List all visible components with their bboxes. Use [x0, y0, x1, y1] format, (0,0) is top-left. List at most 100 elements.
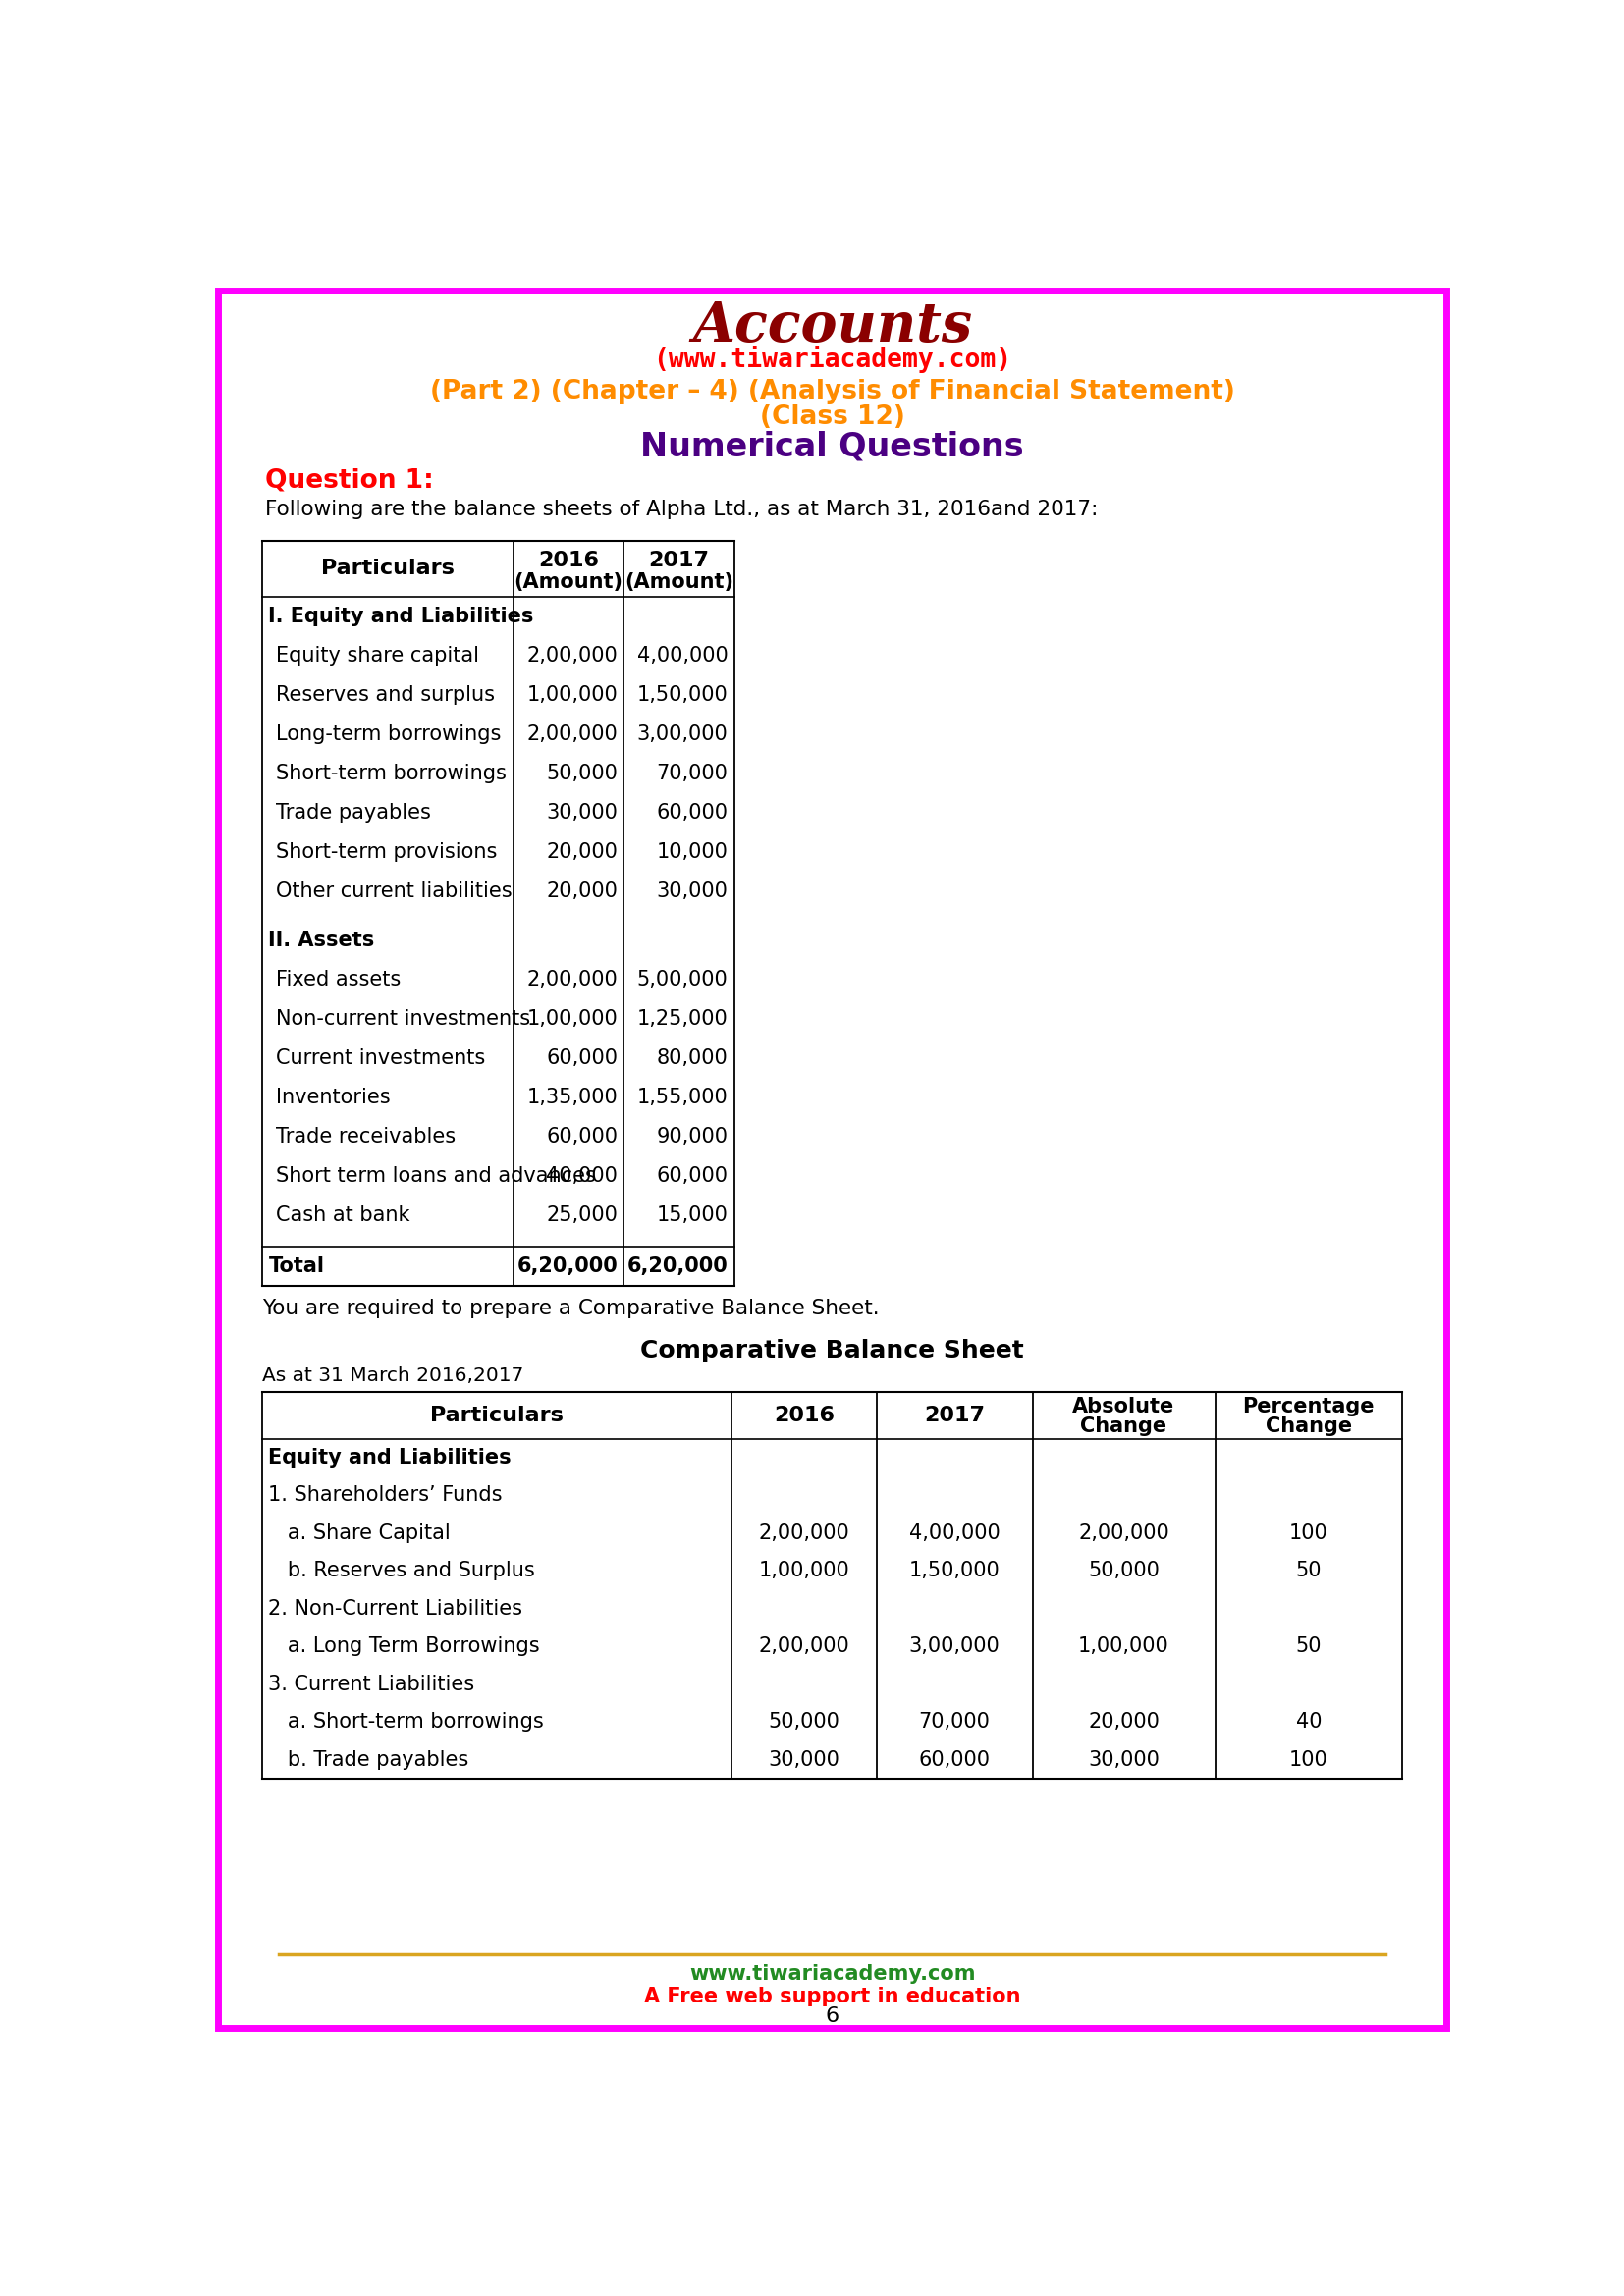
Text: 15,000: 15,000 [656, 1205, 728, 1224]
Text: Particulars: Particulars [430, 1405, 564, 1426]
Text: 2,00,000: 2,00,000 [1078, 1525, 1169, 1543]
Text: 2017: 2017 [648, 551, 710, 569]
Text: 100: 100 [1289, 1525, 1328, 1543]
Text: 60,000: 60,000 [656, 804, 728, 822]
Text: a. Share Capital: a. Share Capital [268, 1525, 451, 1543]
Text: Accounts: Accounts [692, 298, 973, 354]
Text: 60,000: 60,000 [546, 1127, 617, 1146]
Text: a. Short-term borrowings: a. Short-term borrowings [268, 1713, 544, 1731]
Text: Inventories: Inventories [276, 1088, 390, 1107]
Text: 1,50,000: 1,50,000 [909, 1561, 1000, 1582]
Text: Equity and Liabilities: Equity and Liabilities [268, 1449, 512, 1467]
Text: 20,000: 20,000 [1088, 1713, 1160, 1731]
Text: Short-term provisions: Short-term provisions [276, 843, 497, 861]
Text: 2,00,000: 2,00,000 [758, 1525, 849, 1543]
Text: Change: Change [1265, 1417, 1351, 1435]
Text: 90,000: 90,000 [656, 1127, 728, 1146]
Text: Trade receivables: Trade receivables [276, 1127, 456, 1146]
Text: 1,25,000: 1,25,000 [637, 1008, 728, 1029]
Text: 6: 6 [825, 2007, 840, 2025]
Text: 25,000: 25,000 [546, 1205, 617, 1224]
Text: Reserves and surplus: Reserves and surplus [276, 684, 495, 705]
Text: 2,00,000: 2,00,000 [526, 726, 617, 744]
Text: 1,35,000: 1,35,000 [526, 1088, 617, 1107]
Text: 4,00,000: 4,00,000 [637, 645, 728, 666]
Text: 1. Shareholders’ Funds: 1. Shareholders’ Funds [268, 1486, 502, 1506]
Text: Short-term borrowings: Short-term borrowings [276, 765, 507, 783]
Text: 50: 50 [1296, 1561, 1322, 1582]
Text: 60,000: 60,000 [656, 1166, 728, 1185]
Text: 30,000: 30,000 [1088, 1750, 1160, 1770]
Text: Current investments: Current investments [276, 1047, 486, 1068]
Text: www.tiwariacademy.com: www.tiwariacademy.com [689, 1963, 976, 1984]
Text: 1,55,000: 1,55,000 [637, 1088, 728, 1107]
Text: 2,00,000: 2,00,000 [758, 1637, 849, 1655]
Text: (Amount): (Amount) [515, 572, 624, 592]
Text: b. Trade payables: b. Trade payables [268, 1750, 469, 1770]
Text: 1,00,000: 1,00,000 [526, 1008, 617, 1029]
Text: 10,000: 10,000 [656, 843, 728, 861]
Text: Comparative Balance Sheet: Comparative Balance Sheet [640, 1339, 1025, 1362]
Text: 1,00,000: 1,00,000 [526, 684, 617, 705]
Text: 3,00,000: 3,00,000 [637, 726, 728, 744]
Text: You are required to prepare a Comparative Balance Sheet.: You are required to prepare a Comparativ… [263, 1300, 880, 1318]
Text: 80,000: 80,000 [656, 1047, 728, 1068]
Text: Absolute: Absolute [1072, 1398, 1174, 1417]
Text: a. Long Term Borrowings: a. Long Term Borrowings [268, 1637, 541, 1655]
Text: 70,000: 70,000 [656, 765, 728, 783]
Text: Percentage: Percentage [1242, 1398, 1374, 1417]
Text: 6,20,000: 6,20,000 [627, 1256, 728, 1277]
Text: 4,00,000: 4,00,000 [909, 1525, 1000, 1543]
Text: Short term loans and advances: Short term loans and advances [276, 1166, 596, 1185]
Text: 2,00,000: 2,00,000 [526, 645, 617, 666]
Text: b. Reserves and Surplus: b. Reserves and Surplus [268, 1561, 536, 1582]
Text: 6,20,000: 6,20,000 [516, 1256, 617, 1277]
Text: I. Equity and Liabilities: I. Equity and Liabilities [268, 606, 534, 627]
Text: Long-term borrowings: Long-term borrowings [276, 726, 502, 744]
Text: 1,00,000: 1,00,000 [758, 1561, 849, 1582]
Text: 3,00,000: 3,00,000 [909, 1637, 1000, 1655]
Text: Other current liabilities: Other current liabilities [276, 882, 512, 902]
Text: 40,000: 40,000 [546, 1166, 617, 1185]
Text: 2017: 2017 [924, 1405, 984, 1426]
Text: 50: 50 [1296, 1637, 1322, 1655]
Text: Trade payables: Trade payables [276, 804, 430, 822]
Text: Cash at bank: Cash at bank [276, 1205, 411, 1224]
FancyBboxPatch shape [218, 292, 1447, 2027]
Text: 1,00,000: 1,00,000 [1078, 1637, 1169, 1655]
Text: 70,000: 70,000 [919, 1713, 991, 1731]
Text: 20,000: 20,000 [546, 843, 617, 861]
Text: As at 31 March 2016,2017: As at 31 March 2016,2017 [263, 1366, 525, 1384]
Text: 30,000: 30,000 [656, 882, 728, 902]
Text: 60,000: 60,000 [546, 1047, 617, 1068]
Text: Equity share capital: Equity share capital [276, 645, 479, 666]
Text: 3. Current Liabilities: 3. Current Liabilities [268, 1674, 474, 1694]
Text: Total: Total [268, 1256, 325, 1277]
Text: 20,000: 20,000 [546, 882, 617, 902]
Text: Numerical Questions: Numerical Questions [640, 432, 1025, 464]
Text: 50,000: 50,000 [1088, 1561, 1160, 1582]
Text: Following are the balance sheets of Alpha Ltd., as at March 31, 2016and 2017:: Following are the balance sheets of Alph… [265, 498, 1098, 519]
Text: (Amount): (Amount) [625, 572, 734, 592]
Text: Fixed assets: Fixed assets [276, 969, 401, 990]
Text: 30,000: 30,000 [546, 804, 617, 822]
Text: (Class 12): (Class 12) [760, 404, 905, 429]
Text: 100: 100 [1289, 1750, 1328, 1770]
Text: A Free web support in education: A Free web support in education [645, 1986, 1020, 2007]
Text: 1,50,000: 1,50,000 [637, 684, 728, 705]
Text: 60,000: 60,000 [919, 1750, 991, 1770]
Text: 40: 40 [1296, 1713, 1322, 1731]
Text: 2. Non-Current Liabilities: 2. Non-Current Liabilities [268, 1598, 523, 1619]
Text: 30,000: 30,000 [768, 1750, 840, 1770]
Text: II. Assets: II. Assets [268, 930, 375, 951]
Text: Question 1:: Question 1: [265, 468, 434, 494]
Text: Particulars: Particulars [322, 558, 455, 579]
Text: 2,00,000: 2,00,000 [526, 969, 617, 990]
Text: 2016: 2016 [538, 551, 599, 569]
Text: Change: Change [1080, 1417, 1168, 1435]
Text: 50,000: 50,000 [768, 1713, 840, 1731]
Text: 5,00,000: 5,00,000 [637, 969, 728, 990]
Text: (www.tiwariacademy.com): (www.tiwariacademy.com) [653, 347, 1012, 374]
Text: (Part 2) (Chapter – 4) (Analysis of Financial Statement): (Part 2) (Chapter – 4) (Analysis of Fina… [430, 379, 1234, 404]
Text: Non-current investments: Non-current investments [276, 1008, 531, 1029]
